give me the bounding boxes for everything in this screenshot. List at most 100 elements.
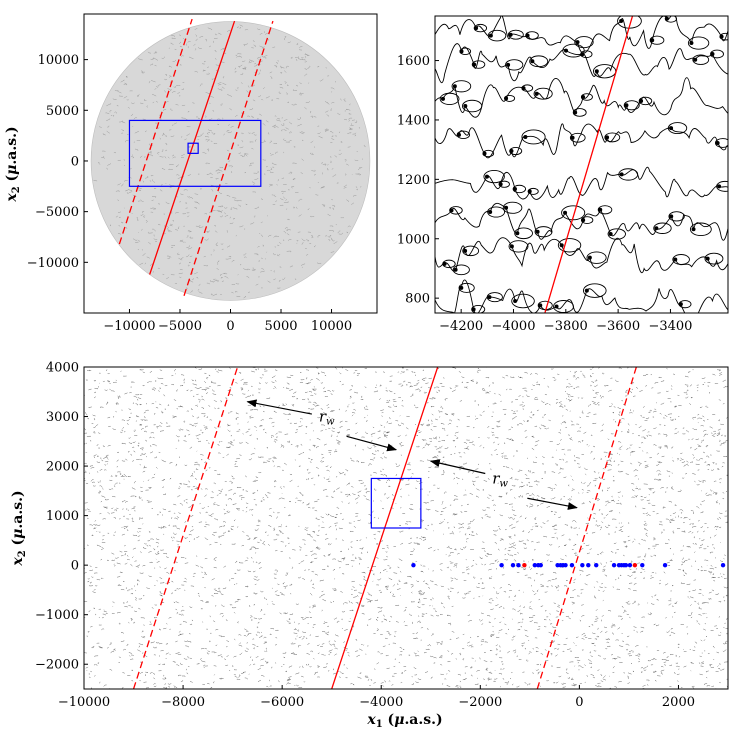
critical-loop — [687, 36, 710, 50]
image-point-blue — [569, 562, 575, 568]
x-tick-label: −4000 — [359, 695, 403, 710]
x-tick-label: −2000 — [458, 695, 502, 710]
cusp-dot — [559, 243, 564, 248]
rw-arrow — [429, 459, 486, 475]
y-tick-label: 1600 — [397, 54, 430, 69]
strip-y-label: x2 (μ.a.s.) — [10, 490, 28, 566]
cusp-dot — [717, 184, 722, 189]
overview-plot-area — [90, 18, 371, 301]
cusp-dot — [456, 132, 461, 137]
critical-loop — [533, 87, 553, 100]
y-tick-label: 1000 — [46, 509, 79, 524]
cusp-dot — [442, 261, 447, 266]
caustic-cusps — [440, 16, 742, 312]
critical-curve — [435, 77, 728, 118]
cusp-dot — [639, 98, 644, 103]
image-point-red — [522, 562, 527, 568]
x-tick-label: −4200 — [439, 319, 483, 334]
cusp-dot — [509, 149, 514, 154]
critical-curve — [435, 279, 728, 313]
cusp-dot — [693, 57, 698, 62]
zoom-panel: −4200 −4000 −3800 −3600 −3400 800 1000 1200 140… — [397, 15, 747, 334]
x-tick-label: −3800 — [544, 319, 588, 334]
y-tick-label: −1000 — [35, 608, 79, 623]
y-tick-label: 5000 — [46, 104, 79, 119]
image-point-blue — [411, 562, 416, 568]
zoom-plot-area — [435, 16, 747, 313]
critical-loop — [521, 129, 546, 145]
critical-loop — [582, 283, 607, 298]
zoom-y-ticks: 800 1000 1200 1400 1600 — [397, 54, 439, 307]
x-tick-label: −6000 — [260, 695, 304, 710]
critical-loop — [505, 59, 524, 71]
cusp-dot — [575, 40, 580, 45]
overview-x-ticks: −10000 −5000 0 5000 10000 — [103, 309, 352, 334]
cusp-dot — [472, 62, 477, 67]
image-point-blue — [640, 562, 645, 568]
cusp-dot — [534, 91, 539, 96]
rw-arrow — [527, 497, 578, 510]
overview-red-lines — [118, 18, 274, 296]
overview-y-ticks: −10000 −5000 0 5000 10000 — [27, 53, 88, 271]
x-tick-label: −10000 — [103, 319, 155, 334]
image-point-blue — [720, 562, 726, 568]
critical-loop — [574, 36, 594, 49]
cusp-dot — [504, 96, 509, 101]
cusp-dot — [482, 151, 487, 156]
strip-frame — [83, 366, 729, 690]
cusp-dot — [715, 140, 720, 145]
cusp-dot — [719, 34, 724, 39]
cusp-dot — [650, 38, 655, 43]
strip-texture-strokes — [84, 367, 728, 689]
cusp-dot — [463, 248, 468, 253]
cusp-dot — [619, 19, 624, 24]
cusp-dot — [710, 51, 715, 56]
zoom-red-line — [544, 16, 634, 313]
y-tick-label: 1400 — [397, 113, 430, 128]
y-tick-label: 1000 — [397, 232, 430, 247]
x-tick-label: −4000 — [491, 319, 535, 334]
cusp-dot — [738, 177, 742, 181]
y-tick-label: 10000 — [38, 53, 79, 68]
critical-loop — [649, 35, 665, 45]
critical-loop — [607, 228, 626, 240]
x-tick-label: −3400 — [648, 319, 692, 334]
zoom-box — [128, 119, 262, 187]
image-point-blue — [563, 562, 568, 568]
strip-y-ticks: −2000 −1000 0 1000 2000 3000 4000 — [35, 361, 88, 673]
width-annotations: rw rw — [246, 399, 578, 510]
cusp-dot — [619, 172, 624, 177]
cusp-dot — [521, 86, 526, 91]
critical-loop — [704, 252, 724, 265]
y-tick-label: 0 — [71, 559, 79, 574]
image-point-blue — [580, 562, 585, 568]
critical-loop — [452, 264, 470, 276]
cusp-dot — [573, 110, 578, 115]
rw-label: rw — [492, 469, 508, 489]
critical-loop — [483, 170, 505, 184]
critical-loop — [732, 100, 747, 114]
cusp-dot — [598, 207, 603, 212]
overview-panel: −10000 −5000 0 5000 10000 −10000−50000500010… — [4, 13, 378, 334]
cusp-dot — [488, 33, 493, 38]
y-tick-label: 1200 — [397, 173, 430, 188]
image-point-blue — [662, 562, 668, 568]
cusp-dot — [530, 59, 535, 64]
cusp-dot — [488, 210, 493, 215]
x-tick-label: 0 — [575, 695, 583, 710]
cusp-dot — [498, 182, 503, 187]
critical-loop — [534, 226, 553, 238]
caustic-texture — [93, 24, 366, 299]
y-tick-label: 4000 — [46, 361, 79, 376]
cusp-dot — [459, 49, 464, 54]
critical-loop — [507, 29, 524, 40]
cusp-dot — [570, 135, 575, 140]
cusp-dot — [523, 134, 528, 139]
cusp-dot — [471, 307, 476, 312]
cusp-dot — [509, 244, 514, 249]
dashed-red-line — [118, 18, 193, 245]
solid-red-line — [149, 20, 236, 275]
cusp-dot — [584, 288, 589, 293]
y-tick-label: −2000 — [35, 658, 79, 673]
